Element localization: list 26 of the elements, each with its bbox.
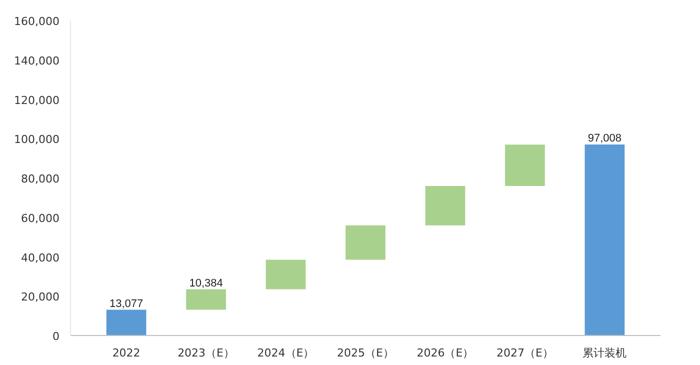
- bar: [425, 186, 466, 226]
- data-label: 10,384: [189, 277, 223, 290]
- bar: [584, 144, 625, 336]
- x-tick-label: 2022: [112, 346, 140, 360]
- bar: [505, 144, 545, 186]
- y-tick-label: 160,000: [14, 15, 60, 28]
- x-tick-label: 累计装机: [582, 346, 627, 360]
- y-tick-label: 20,000: [21, 290, 60, 304]
- x-tick-label: 2024（E）: [257, 346, 314, 360]
- data-label: 97,008: [588, 132, 622, 145]
- bar: [346, 225, 386, 260]
- y-tick-label: 140,000: [14, 54, 60, 68]
- bar: [266, 260, 306, 290]
- x-tick-label: 2025（E）: [337, 346, 394, 360]
- x-tick-label: 2027（E）: [496, 346, 554, 360]
- data-label: 13,077: [109, 298, 144, 310]
- y-tick-label: 0: [52, 330, 60, 343]
- y-tick-label: 120,000: [14, 94, 60, 107]
- x-tick-label: 2026（E）: [416, 346, 474, 360]
- bar: [106, 310, 146, 336]
- y-tick-label: 80,000: [21, 172, 60, 186]
- bar: [186, 289, 226, 310]
- x-tick-label: 2023（E）: [178, 346, 235, 360]
- y-tick-label: 40,000: [21, 251, 60, 264]
- y-tick-label: 60,000: [21, 212, 60, 225]
- y-tick-label: 100,000: [14, 133, 60, 146]
